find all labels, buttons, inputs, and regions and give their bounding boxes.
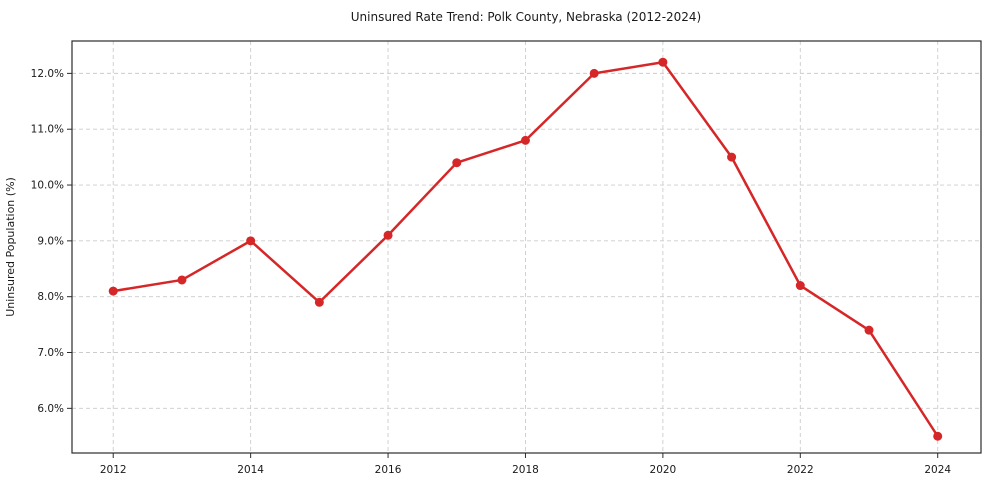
y-axis-label: Uninsured Population (%)	[4, 177, 17, 317]
x-tick-label: 2020	[650, 464, 677, 476]
data-point	[108, 286, 118, 296]
data-point	[933, 431, 943, 441]
data-point	[452, 158, 462, 168]
x-tick-label: 2014	[237, 464, 264, 476]
y-tick-label: 6.0%	[37, 403, 64, 415]
data-point	[795, 281, 805, 291]
chart-title: Uninsured Rate Trend: Polk County, Nebra…	[351, 10, 702, 24]
data-point	[177, 275, 187, 285]
y-tick-label: 11.0%	[31, 124, 64, 136]
data-point	[246, 236, 256, 246]
y-tick-label: 10.0%	[31, 180, 64, 192]
x-tick-label: 2016	[375, 464, 402, 476]
data-point	[314, 297, 324, 307]
x-tick-label: 2012	[100, 464, 127, 476]
y-tick-label: 12.0%	[31, 68, 64, 80]
data-point	[520, 135, 530, 145]
data-point	[658, 57, 668, 67]
data-point	[589, 68, 599, 78]
data-point	[864, 325, 874, 335]
y-tick-label: 8.0%	[37, 291, 64, 303]
y-tick-label: 9.0%	[37, 235, 64, 247]
x-tick-label: 2024	[924, 464, 951, 476]
data-point	[727, 152, 737, 162]
x-tick-label: 2022	[787, 464, 814, 476]
plot-border	[71, 40, 982, 454]
x-tick-label: 2018	[512, 464, 539, 476]
y-tick-label: 7.0%	[37, 347, 64, 359]
plot-area: 6.0% 7.0% 8.0% 9.0% 10.0% 11.0% 12.0% 2012 2014 2…	[31, 40, 982, 476]
data-point	[383, 230, 393, 240]
